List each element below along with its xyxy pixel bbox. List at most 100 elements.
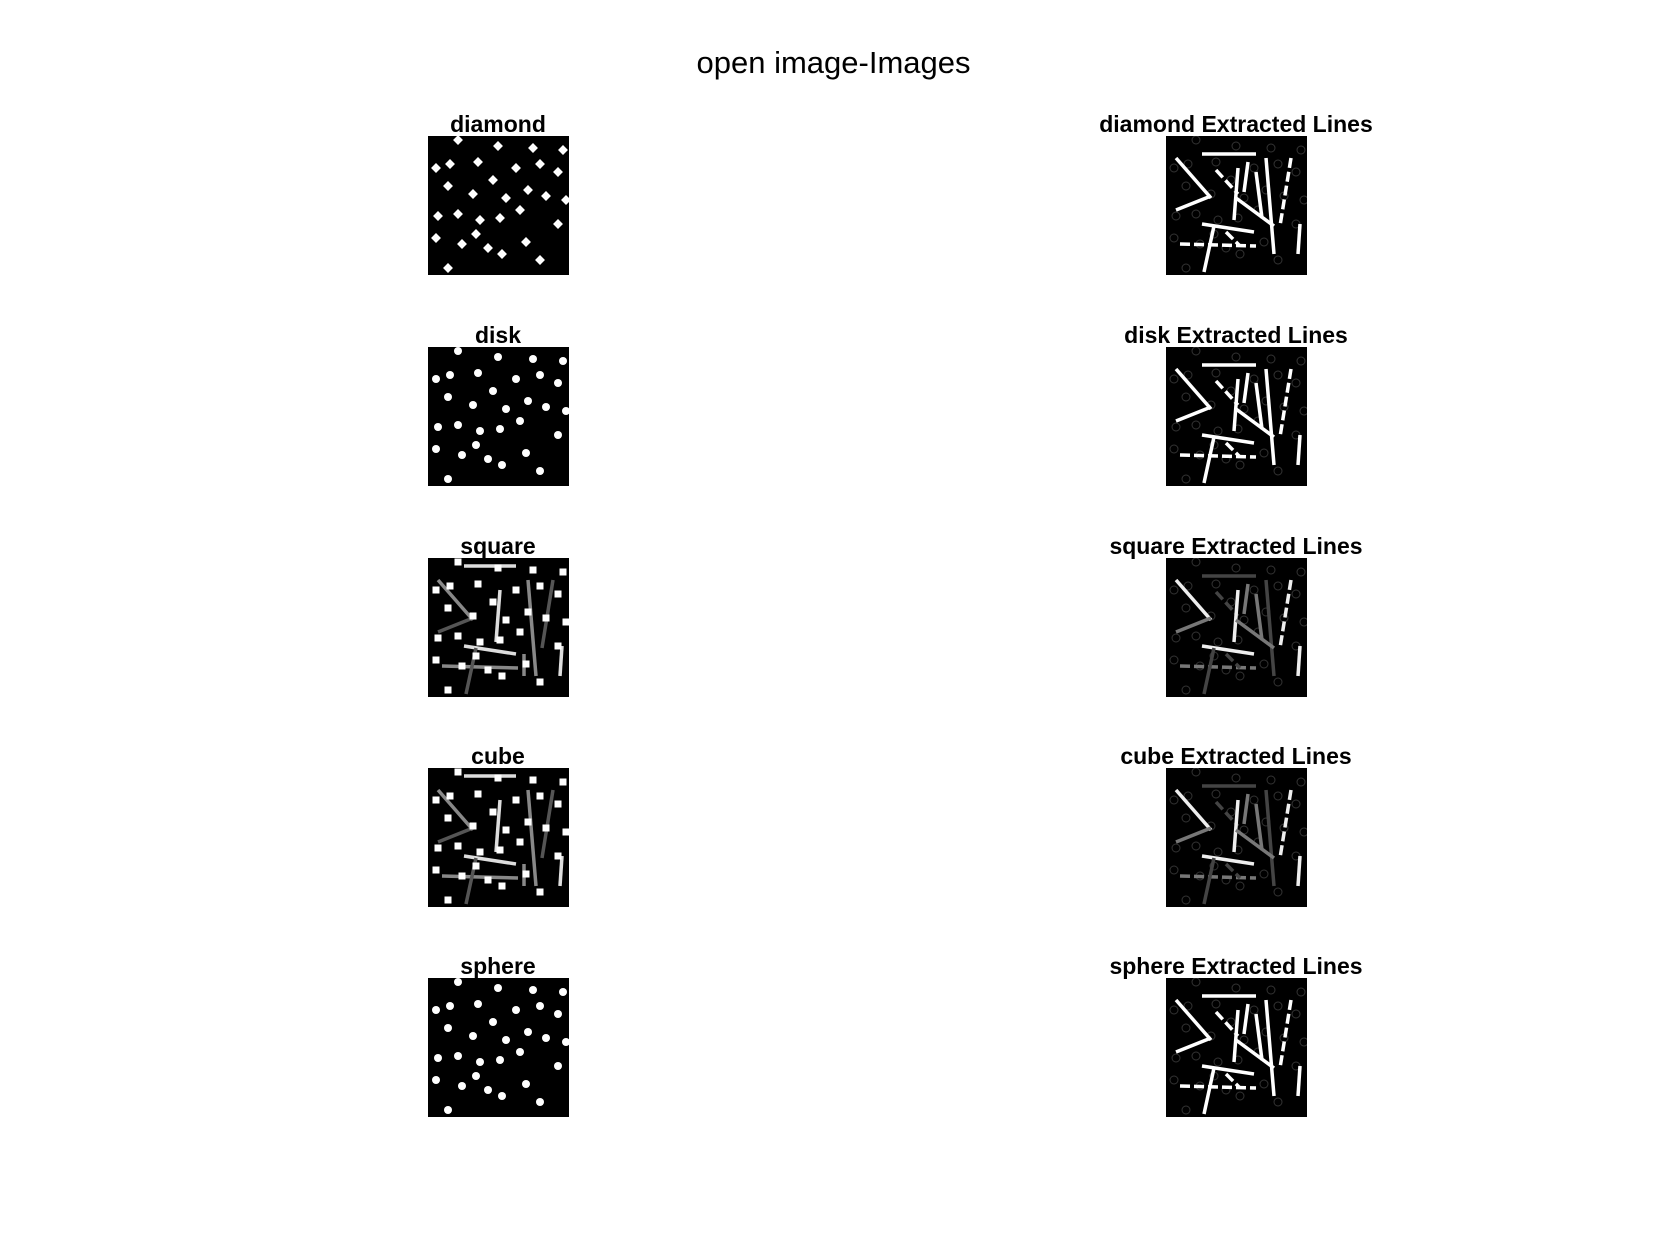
- disk-blob: [559, 988, 567, 996]
- faint-ring: [1235, 671, 1245, 681]
- image-square: [428, 558, 569, 697]
- disk-blob: [522, 1080, 530, 1088]
- disk-blob: [524, 1028, 532, 1036]
- faint-ring: [1171, 1053, 1181, 1063]
- disk-blob: [498, 1092, 506, 1100]
- square-blob: [516, 628, 524, 636]
- square-blob: [476, 848, 484, 856]
- faint-ring: [1259, 869, 1269, 879]
- extracted-line: [1264, 368, 1276, 466]
- panel-sphere-extracted-lines: sphere Extracted Lines: [1036, 953, 1436, 1133]
- disk-blob: [472, 1072, 480, 1080]
- extracted-line: [1232, 167, 1240, 221]
- extracted-line: [1174, 998, 1213, 1042]
- image-disk-extracted-lines: [1166, 347, 1307, 486]
- extracted-line: [1234, 407, 1276, 439]
- image-canvas: [1166, 136, 1307, 275]
- image-sphere: [428, 978, 569, 1117]
- square-blob: [502, 616, 510, 624]
- disk-blob: [476, 427, 484, 435]
- extracted-line: [1234, 828, 1276, 860]
- faint-ring: [1213, 426, 1223, 436]
- square-blob: [512, 796, 520, 804]
- faint-ring: [1259, 1079, 1269, 1089]
- square-blob: [454, 842, 462, 850]
- disk-blob: [432, 1006, 440, 1014]
- faint-ring: [1299, 195, 1307, 205]
- extracted-line: [1296, 1065, 1302, 1097]
- disk-blob: [496, 1056, 504, 1064]
- line-segment: [558, 855, 564, 887]
- disk-blob: [432, 375, 440, 383]
- disk-blob: [444, 1106, 452, 1114]
- extracted-line: [1202, 1067, 1216, 1115]
- diamond-blob: [515, 205, 525, 215]
- faint-ring: [1231, 773, 1241, 783]
- faint-ring: [1273, 1097, 1283, 1107]
- disk-blob: [432, 445, 440, 453]
- extracted-line: [1214, 590, 1240, 618]
- square-blob: [496, 846, 504, 854]
- faint-ring: [1183, 159, 1193, 169]
- faint-ring: [1273, 255, 1283, 265]
- extracted-line: [1278, 157, 1293, 227]
- extracted-line: [1232, 378, 1240, 432]
- square-blob: [536, 678, 544, 686]
- extracted-line: [1214, 168, 1240, 196]
- disk-blob: [516, 417, 524, 425]
- square-blob: [562, 828, 569, 836]
- panel-title: square Extracted Lines: [1109, 533, 1363, 559]
- extracted-line: [1278, 999, 1293, 1069]
- square-blob: [554, 852, 562, 860]
- disk-blob: [458, 451, 466, 459]
- disk-blob: [494, 353, 502, 361]
- faint-ring: [1181, 603, 1191, 613]
- diamond-blob: [511, 163, 521, 173]
- faint-ring: [1299, 827, 1307, 837]
- square-blob: [496, 636, 504, 644]
- faint-ring: [1249, 795, 1259, 805]
- image-cube-extracted-lines: [1166, 768, 1307, 907]
- extracted-line: [1242, 161, 1250, 193]
- extracted-line: [1224, 652, 1242, 670]
- diamond-blob: [561, 195, 569, 205]
- disk-blob: [554, 431, 562, 439]
- disk-blob: [542, 403, 550, 411]
- faint-ring: [1191, 841, 1201, 851]
- disk-blob: [444, 1024, 452, 1032]
- disk-blob: [469, 401, 477, 409]
- extracted-line: [1214, 1010, 1240, 1038]
- panel-title: diamond Extracted Lines: [1099, 111, 1373, 137]
- square-blob: [494, 774, 502, 782]
- extracted-line: [1242, 583, 1250, 615]
- extracted-line: [1242, 372, 1250, 404]
- panel-square-extracted-lines: square Extracted Lines: [1036, 533, 1436, 713]
- image-canvas: [1166, 768, 1307, 907]
- image-canvas: [428, 768, 569, 907]
- disk-blob: [536, 371, 544, 379]
- image-diamond: [428, 136, 569, 275]
- faint-ring: [1273, 581, 1283, 591]
- faint-ring: [1296, 145, 1306, 155]
- disk-blob: [529, 355, 537, 363]
- faint-ring: [1273, 466, 1283, 476]
- disk-blob: [474, 1000, 482, 1008]
- faint-ring: [1169, 795, 1179, 805]
- faint-ring: [1191, 347, 1201, 356]
- faint-ring: [1183, 791, 1193, 801]
- panel-title: cube: [471, 743, 525, 769]
- extracted-line: [1202, 647, 1216, 695]
- faint-ring: [1235, 881, 1245, 891]
- square-blob: [472, 652, 480, 660]
- disk-blob: [562, 1038, 569, 1046]
- faint-ring: [1273, 1001, 1283, 1011]
- faint-ring: [1171, 633, 1181, 643]
- extracted-line: [1254, 593, 1264, 641]
- extracted-line: [1175, 405, 1212, 423]
- disk-blob: [446, 371, 454, 379]
- disk-blob: [472, 441, 480, 449]
- disk-blob: [454, 978, 462, 986]
- extracted-line: [1254, 1013, 1264, 1061]
- disk-blob: [432, 1076, 440, 1084]
- square-blob: [446, 582, 454, 590]
